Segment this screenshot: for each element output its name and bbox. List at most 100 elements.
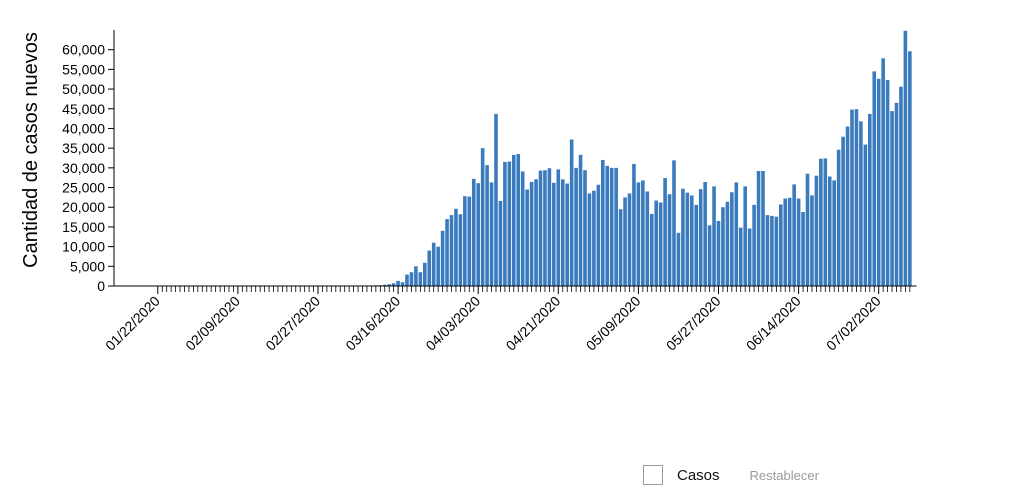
y-tick-label: 10,000 bbox=[62, 239, 105, 255]
x-tick-label: 05/27/2020 bbox=[663, 293, 724, 354]
bar bbox=[738, 227, 743, 286]
bar bbox=[658, 202, 663, 286]
bar bbox=[463, 196, 467, 286]
bar bbox=[765, 215, 770, 286]
x-tick-label: 04/21/2020 bbox=[503, 293, 564, 354]
bar bbox=[618, 209, 623, 286]
bar bbox=[792, 184, 796, 286]
bar bbox=[525, 189, 529, 286]
bar bbox=[485, 165, 489, 286]
bar bbox=[721, 207, 725, 286]
bar bbox=[908, 51, 912, 286]
bar bbox=[730, 192, 734, 286]
plot-area bbox=[365, 30, 912, 287]
bar bbox=[645, 191, 650, 286]
x-tick-label: 01/22/2020 bbox=[102, 293, 163, 354]
legend-checkbox[interactable] bbox=[643, 465, 663, 485]
bar bbox=[672, 160, 676, 286]
bar bbox=[409, 272, 414, 286]
bar bbox=[427, 250, 432, 286]
bar bbox=[761, 171, 765, 286]
bar bbox=[698, 189, 703, 286]
bar bbox=[445, 219, 449, 286]
bar bbox=[770, 215, 774, 286]
bar bbox=[440, 230, 445, 286]
x-tick-label: 02/09/2020 bbox=[182, 293, 243, 354]
y-tick-label: 45,000 bbox=[62, 101, 105, 117]
x-axis: 01/22/2020 02/09/2020 02/27/2020 03/16/2020… bbox=[102, 285, 917, 354]
bar bbox=[676, 232, 681, 286]
bar bbox=[627, 193, 632, 286]
y-tick-label: 40,000 bbox=[62, 120, 105, 136]
y-tick-label: 55,000 bbox=[62, 61, 105, 77]
bar bbox=[876, 78, 881, 286]
bar bbox=[819, 158, 823, 286]
bar bbox=[667, 194, 672, 286]
bar bbox=[471, 178, 476, 286]
bar bbox=[436, 246, 440, 286]
bar bbox=[703, 182, 707, 286]
bar bbox=[503, 161, 507, 286]
bar bbox=[836, 149, 841, 286]
bar bbox=[899, 86, 903, 287]
bar bbox=[850, 109, 854, 286]
y-tick-label: 5,000 bbox=[70, 258, 105, 274]
bar bbox=[467, 196, 472, 286]
bar bbox=[903, 30, 908, 286]
y-axis-title: Cantidad de casos nuevos bbox=[20, 32, 42, 268]
bar bbox=[480, 148, 485, 286]
reset-button[interactable]: Restablecer bbox=[749, 467, 819, 483]
bar bbox=[845, 126, 850, 287]
bar bbox=[747, 228, 752, 286]
bar bbox=[458, 214, 463, 286]
y-tick-label: 25,000 bbox=[62, 180, 105, 196]
bar bbox=[592, 190, 596, 286]
bar bbox=[601, 159, 605, 286]
bar bbox=[529, 182, 534, 286]
bar bbox=[881, 58, 885, 286]
y-axis: 0 5,000 10,000 15,000 20,000 25,000 30,000 35,0… bbox=[62, 30, 115, 294]
bar bbox=[423, 262, 427, 286]
bar bbox=[690, 195, 694, 286]
bar bbox=[796, 198, 801, 286]
legend-label-casos: Casos bbox=[677, 466, 720, 484]
bar bbox=[578, 154, 583, 286]
x-tick-label: 04/03/2020 bbox=[422, 293, 483, 354]
bar bbox=[414, 266, 418, 286]
bar bbox=[574, 167, 578, 286]
bar bbox=[863, 144, 868, 286]
bar bbox=[538, 170, 543, 286]
bar bbox=[872, 71, 877, 286]
bar bbox=[396, 280, 400, 286]
bar bbox=[520, 171, 525, 286]
bar bbox=[431, 242, 436, 286]
bar bbox=[382, 284, 387, 286]
y-tick-label: 35,000 bbox=[62, 140, 105, 156]
bar bbox=[587, 193, 592, 286]
bar bbox=[841, 136, 845, 286]
bar bbox=[609, 167, 614, 286]
bar bbox=[681, 188, 685, 286]
bar bbox=[694, 204, 699, 286]
x-tick-label: 07/02/2020 bbox=[823, 293, 884, 354]
bar bbox=[516, 154, 521, 286]
y-tick-label: 15,000 bbox=[62, 219, 105, 235]
bar bbox=[641, 180, 645, 286]
bar bbox=[391, 283, 396, 286]
bar bbox=[614, 167, 618, 286]
bar bbox=[605, 165, 610, 286]
x-tick-label: 03/16/2020 bbox=[342, 293, 403, 354]
bar bbox=[894, 102, 899, 286]
y-tick-label: 60,000 bbox=[62, 42, 105, 58]
y-tick-label: 20,000 bbox=[62, 199, 105, 215]
bar bbox=[814, 175, 819, 286]
y-tick-label: 50,000 bbox=[62, 81, 105, 97]
x-tick-label: 06/14/2020 bbox=[743, 293, 804, 354]
bar bbox=[449, 215, 454, 286]
bar bbox=[823, 158, 828, 286]
bar bbox=[827, 176, 832, 286]
x-tick-label: 02/27/2020 bbox=[262, 293, 323, 354]
bar bbox=[783, 198, 788, 286]
bar bbox=[885, 80, 890, 287]
y-tick-label: 30,000 bbox=[62, 160, 105, 176]
